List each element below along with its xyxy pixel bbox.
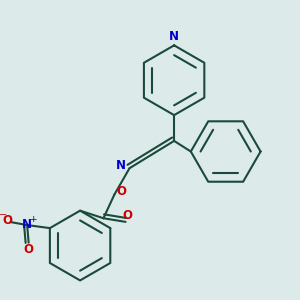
Text: O: O — [122, 209, 132, 222]
Text: +: + — [29, 215, 36, 224]
Text: O: O — [2, 214, 12, 227]
Text: N: N — [116, 159, 126, 172]
Text: N: N — [169, 30, 179, 43]
Text: N: N — [22, 218, 32, 231]
Text: O: O — [24, 243, 34, 256]
Text: O: O — [116, 185, 126, 198]
Text: −: − — [0, 210, 7, 220]
